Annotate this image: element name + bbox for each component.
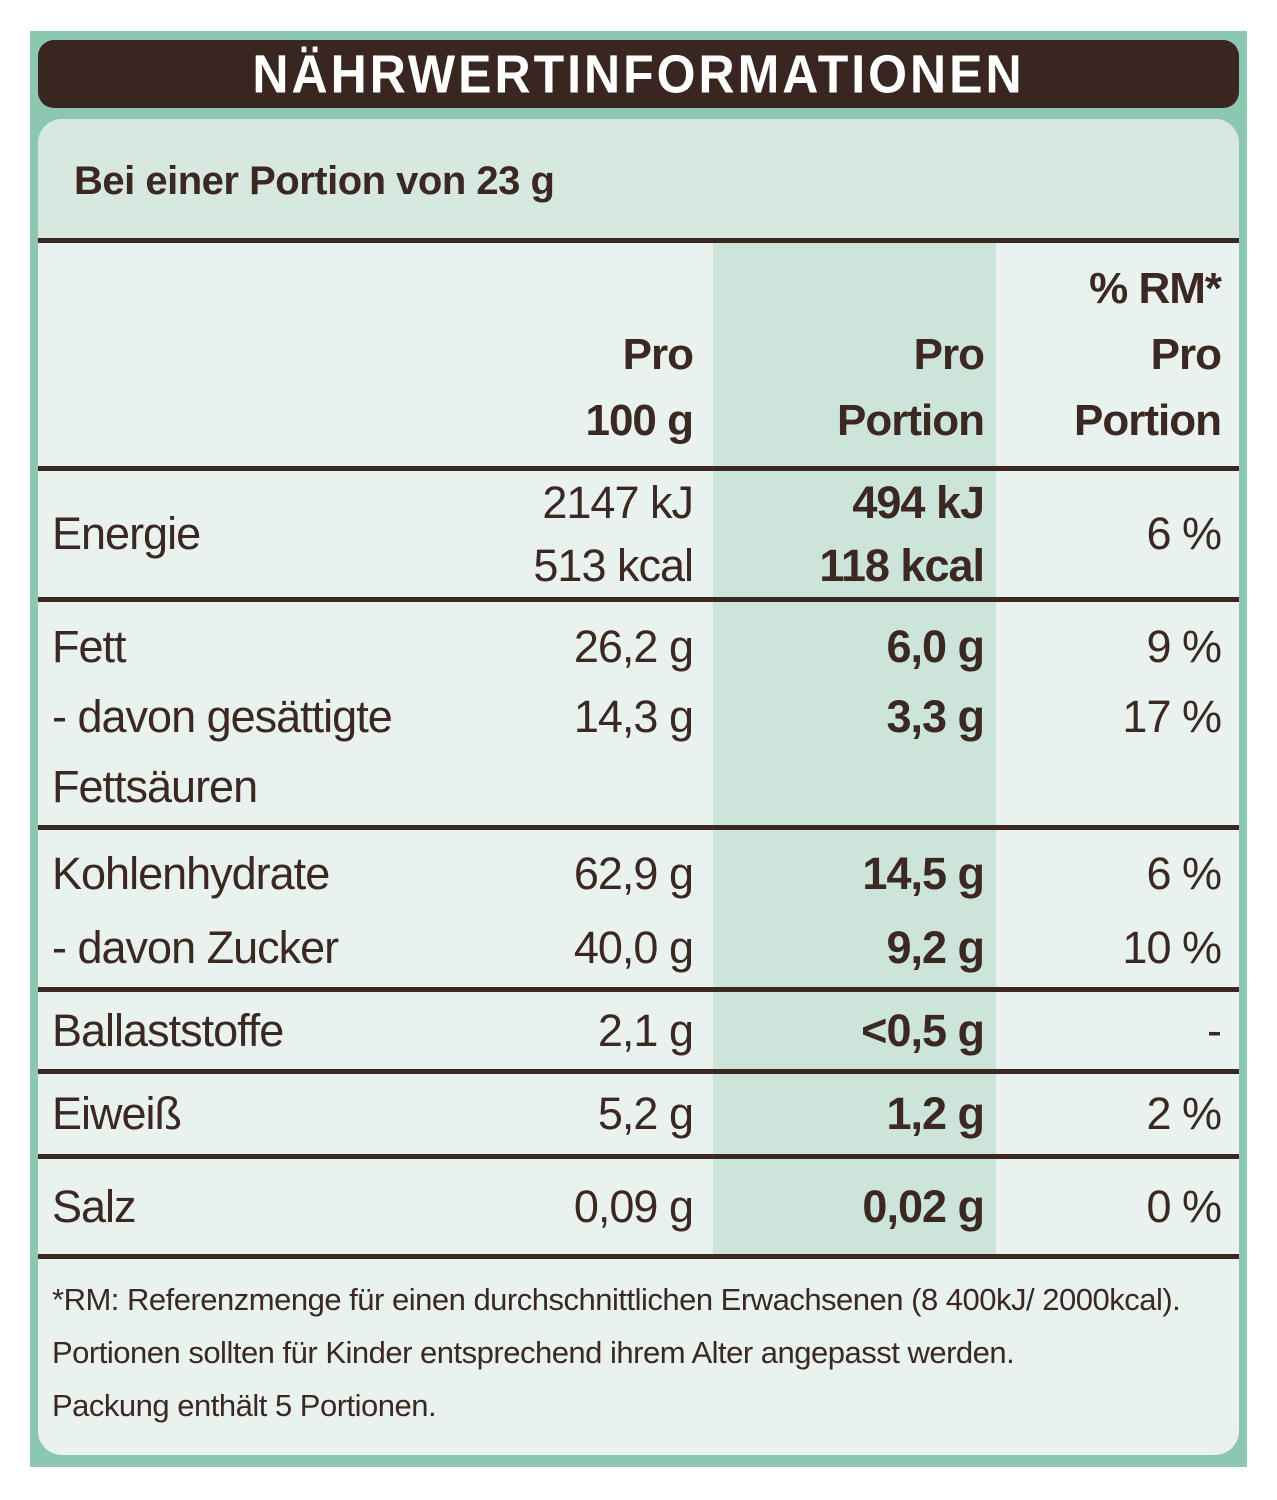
fett-rm-value: 9 % [1146,621,1222,672]
kohlenhydrate-label-line: Kohlenhydrate [52,848,330,899]
header-nutrient-column [38,454,473,466]
energie-per-portion-kcal: 118 kcal [819,540,985,591]
ballaststoffe-per-portion-value: <0,5 g [861,1004,985,1056]
kohlenhydrate-per-100g: 62,9 g 40,0 g [473,830,713,987]
fett-rm-percent: 9 % 17 % [996,602,1239,825]
row-label-ballaststoffe: Ballaststoffe [52,1004,284,1056]
nutrition-panel: Bei einer Portion von 23 g Pro 100 g Pro… [38,119,1239,1455]
eiweiss-rm-value: 2 % [1146,1088,1222,1139]
fett-gesaettigt-rm-value: 17 % [1122,691,1222,742]
table-row-ballaststoffe: Ballaststoffe 2,1 g <0,5 g - [38,987,1239,1069]
energie-per-portion-kj: 494 kJ [852,477,985,528]
header-per-portion-line: Pro [913,330,985,379]
header-per-100g-line: 100 g [585,396,694,445]
salz-per-100g-value: 0,09 g [573,1180,694,1232]
header-per-100g: Pro 100 g [473,322,713,466]
zucker-per-100g-value: 40,0 g [573,922,694,973]
table-row-eiweiss: Eiweiß 5,2 g 1,2 g 2 % [38,1069,1239,1154]
header-per-portion-line: Portion [837,396,985,445]
energie-per-100g-kj: 2147 kJ [542,477,694,528]
table-row-salz: Salz 0,09 g 0,02 g 0 % [38,1154,1239,1254]
ballaststoffe-rm-value: - [1207,1004,1222,1056]
ballaststoffe-per-100g-value: 2,1 g [597,1004,694,1056]
fett-per-portion-value: 6,0 g [886,621,985,672]
zucker-sub-label-line: - davon Zucker [52,922,339,973]
header-rm-line: % RM* [1089,264,1222,313]
row-label-fett: Fett - davon gesättigte Fettsäuren [38,602,473,825]
eiweiss-per-100g-value: 5,2 g [597,1088,694,1139]
portion-column-highlight-band [713,243,996,1254]
row-label-salz: Salz [52,1180,137,1232]
table-row-kohlenhydrate: Kohlenhydrate - davon Zucker 62,9 g 40,0… [38,825,1239,987]
energie-per-portion: 494 kJ 118 kcal [713,471,996,597]
kohlenhydrate-per-portion: 14,5 g 9,2 g [713,830,996,987]
serving-size-header: Bei einer Portion von 23 g [38,119,1239,238]
row-label-kohlenhydrate: Kohlenhydrate - davon Zucker [38,830,473,987]
footnote-line-rm-reference: *RM: Referenzmenge für einen durchschnit… [52,1282,1181,1317]
header-rm-line: Pro [1150,330,1222,379]
header-per-portion: Pro Portion [713,322,996,466]
nutrition-label-card: NÄHRWERTINFORMATIONEN Bei einer Portion … [30,31,1247,1467]
table-header-row: Pro 100 g Pro Portion % RM* Pro Portion [38,243,1239,466]
fett-per-portion: 6,0 g 3,3 g [713,602,996,825]
kohlenhydrate-rm-percent: 6 % 10 % [996,830,1239,987]
kohlenhydrate-per-100g-value: 62,9 g [573,848,694,899]
table-row-fett: Fett - davon gesättigte Fettsäuren 26,2 … [38,597,1239,825]
fett-per-100g: 26,2 g 14,3 g [473,602,713,825]
table-row-energie: Energie 2147 kJ 513 kcal 494 kJ 118 kcal… [38,466,1239,597]
header-per-100g-line: Pro [622,330,694,379]
title-bar: NÄHRWERTINFORMATIONEN [38,40,1239,108]
fett-per-100g-value: 26,2 g [573,621,694,672]
header-rm-per-portion: % RM* Pro Portion [996,256,1239,466]
salz-per-portion-value: 0,02 g [862,1180,985,1232]
fett-gesaettigt-per-portion-value: 3,3 g [886,691,985,742]
zucker-per-portion-value: 9,2 g [886,922,985,973]
page-title: NÄHRWERTINFORMATIONEN [252,43,1025,105]
footnote-line-children-portions: Portionen sollten für Kinder entsprechen… [52,1335,1015,1370]
nutrition-table: Pro 100 g Pro Portion % RM* Pro Portion … [38,238,1239,1259]
kohlenhydrate-rm-value: 6 % [1146,848,1222,899]
energie-rm-percent: 6 % [1146,508,1222,559]
row-label-energie: Energie [52,508,201,559]
row-label-eiweiss: Eiweiß [52,1088,182,1139]
header-rm-line: Portion [1074,396,1222,445]
energie-per-100g-kcal: 513 kcal [533,540,694,591]
fett-sub-label-line: - davon gesättigte [52,691,393,742]
footnote-line-portions-per-pack: Packung enthält 5 Portionen. [52,1388,437,1423]
fett-sub-label-line: Fettsäuren [52,761,258,812]
kohlenhydrate-per-portion-value: 14,5 g [862,848,985,899]
footnote: *RM: Referenzmenge für einen durchschnit… [38,1259,1239,1432]
salz-rm-value: 0 % [1146,1180,1222,1232]
fett-gesaettigt-per-100g-value: 14,3 g [573,691,694,742]
zucker-rm-value: 10 % [1122,922,1222,973]
energie-per-100g: 2147 kJ 513 kcal [473,471,713,597]
eiweiss-per-portion-value: 1,2 g [886,1088,985,1139]
fett-label-line: Fett [52,621,127,672]
